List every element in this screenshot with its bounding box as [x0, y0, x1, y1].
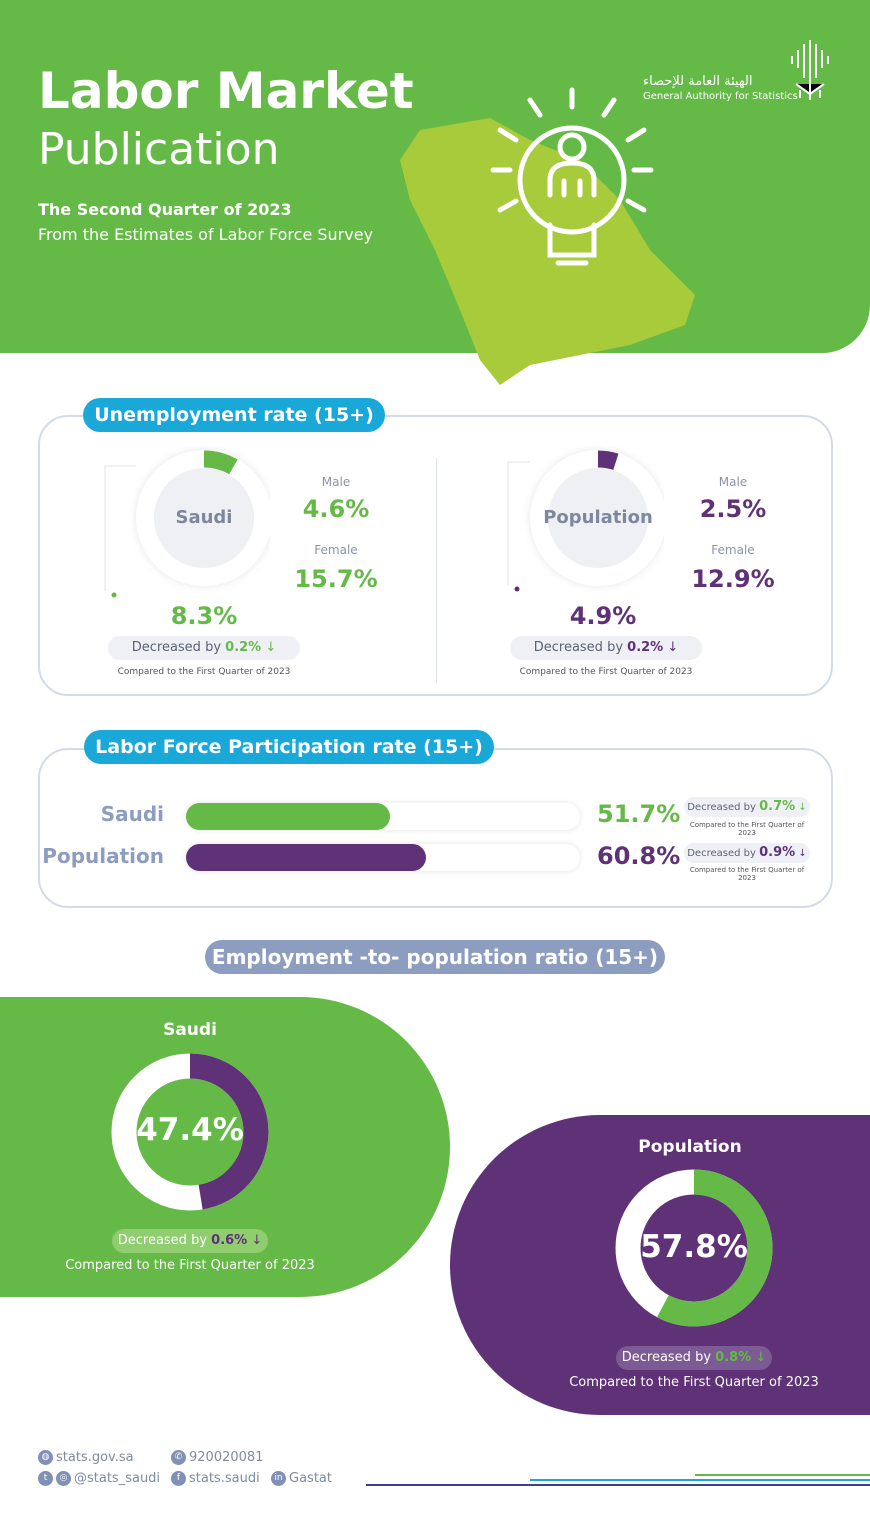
saudi-change-badge: Decreased by 0.6% ↓ — [112, 1229, 268, 1253]
saudi-unemployment-donut — [104, 450, 270, 598]
population-row-label: Population — [42, 844, 164, 868]
population-label: Population — [638, 1137, 742, 1157]
compare-note: Compared to the First Quarter of 2023 — [519, 667, 693, 677]
population-change-badge: Decreased by 0.2% ↓ — [510, 636, 702, 660]
compare-note: Compared to the First Quarter of 2023 — [65, 1258, 315, 1273]
saudi-male-rate: 4.6% — [302, 495, 370, 523]
logo-english: General Authority for Statistics — [643, 91, 798, 102]
lightbulb-person-icon — [490, 87, 654, 266]
bar-fill — [186, 803, 390, 830]
gastat-logo-icon — [791, 40, 829, 100]
arrow-down-icon: ↓ — [755, 1350, 767, 1365]
donut-arc — [530, 450, 664, 586]
page-title-line2: Publication — [38, 124, 280, 175]
population-employment-donut — [615, 1169, 773, 1327]
saudi-label: Saudi — [163, 1020, 217, 1040]
population-male-rate: 2.5% — [699, 495, 767, 523]
donut-arc — [136, 450, 270, 586]
facebook-icon: f — [171, 1471, 186, 1486]
unemployment-title: Unemployment rate (15+) — [83, 398, 385, 432]
arrow-down-icon: ↓ — [667, 640, 679, 655]
male-label: Male — [321, 475, 351, 489]
compare-note: Compared to the First Quarter of 2023 — [689, 821, 805, 837]
facebook-link[interactable]: f stats.saudi — [171, 1471, 260, 1486]
source-text: From the Estimates of Labor Force Survey — [38, 225, 374, 244]
participation-title: Labor Force Participation rate (15+) — [84, 730, 494, 764]
saudi-change-badge: Decreased by 0.7% ↓ — [684, 797, 810, 817]
population-unemployment-rate: 4.9% — [569, 602, 637, 630]
male-label: Male — [718, 475, 748, 489]
divider — [436, 458, 437, 683]
female-label: Female — [711, 543, 755, 557]
instagram-icon: ◎ — [56, 1471, 71, 1486]
donut-arc — [111, 1053, 269, 1211]
female-label: Female — [314, 543, 358, 557]
twitter-icon: t — [38, 1471, 53, 1486]
saudi-participation-rate: 51.7% — [597, 800, 681, 828]
saudi-employment-ratio: 47.4% — [136, 1112, 244, 1148]
arrow-down-icon: ↓ — [265, 640, 277, 655]
arrow-down-icon: ↓ — [251, 1233, 263, 1248]
saudi-change-badge: Decreased by 0.2% ↓ — [108, 636, 300, 660]
population-participation-bar — [186, 844, 580, 871]
phone-link[interactable]: ✆ 920020081 — [171, 1450, 263, 1465]
linkedin-icon: in — [271, 1471, 286, 1486]
saudi-row-label: Saudi — [100, 802, 164, 826]
linkedin-link[interactable]: in Gastat — [271, 1471, 332, 1486]
page-title: Labor Market — [38, 62, 414, 120]
footer-line — [366, 1484, 870, 1486]
population-employment-ratio: 57.8% — [640, 1229, 748, 1265]
population-change-badge: Decreased by 0.9% ↓ — [684, 843, 810, 863]
arrow-down-icon: ↓ — [798, 848, 807, 859]
saudi-female-rate: 15.7% — [294, 565, 378, 593]
population-change-badge: Decreased by 0.8% ↓ — [616, 1346, 772, 1370]
population-female-rate: 12.9% — [691, 565, 775, 593]
website-link[interactable]: ◍ stats.gov.sa — [38, 1450, 134, 1465]
population-label: Population — [543, 507, 653, 528]
saudi-participation-bar — [186, 803, 580, 830]
globe-icon: ◍ — [38, 1450, 53, 1465]
logo-arabic: الهيئة العامة للإحصاء — [643, 74, 753, 89]
twitter-instagram-link[interactable]: t ◎ @stats_saudi — [38, 1471, 160, 1486]
compare-note: Compared to the First Quarter of 2023 — [689, 866, 805, 882]
bar-fill — [186, 844, 426, 871]
compare-note: Compared to the First Quarter of 2023 — [569, 1375, 819, 1390]
footer-line — [530, 1479, 870, 1481]
phone-icon: ✆ — [171, 1450, 186, 1465]
saudi-employment-donut — [111, 1053, 269, 1211]
saudi-label: Saudi — [175, 507, 233, 528]
arrow-down-icon: ↓ — [798, 802, 807, 813]
compare-note: Compared to the First Quarter of 2023 — [117, 667, 291, 677]
saudi-unemployment-rate: 8.3% — [170, 602, 238, 630]
employment-title: Employment -to- population ratio (15+) — [205, 940, 665, 974]
donut-arc — [615, 1169, 773, 1327]
subtitle: The Second Quarter of 2023 — [38, 200, 292, 219]
footer-line — [695, 1474, 870, 1476]
population-participation-rate: 60.8% — [597, 842, 681, 870]
population-unemployment-donut — [507, 450, 664, 592]
